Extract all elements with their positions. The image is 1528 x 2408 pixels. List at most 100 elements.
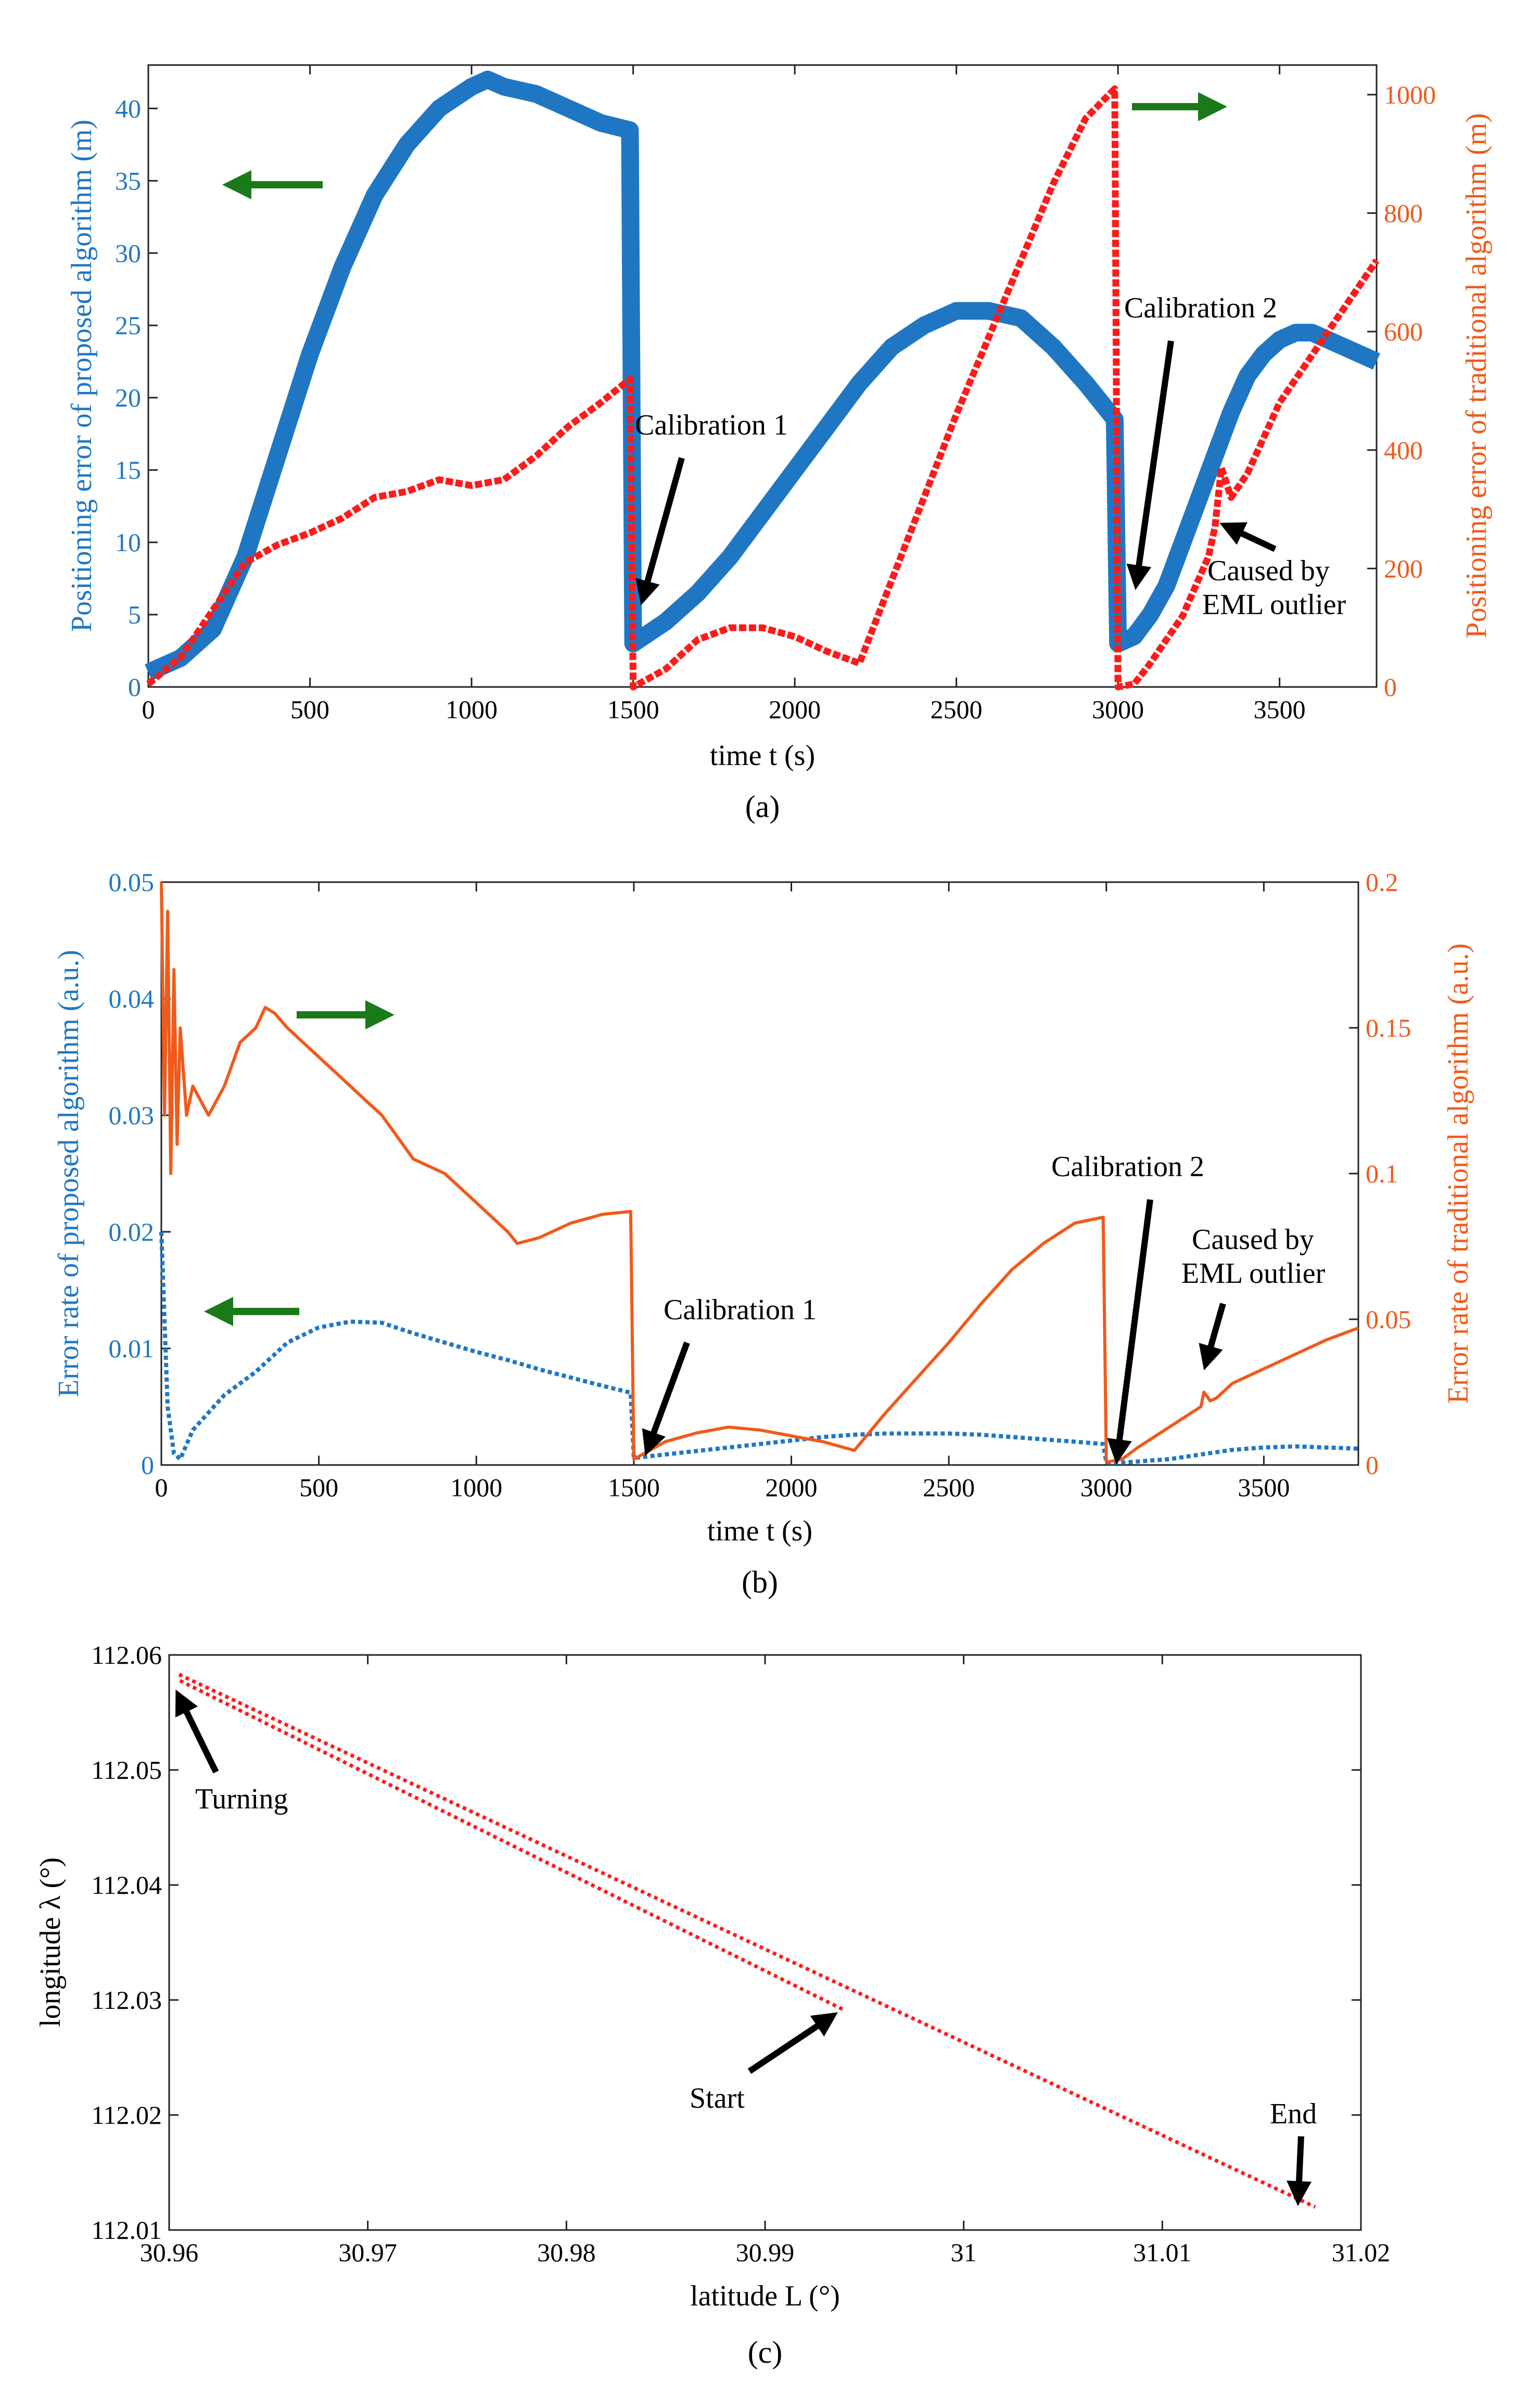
outlier-label-line2-b: EML outlier (1181, 1257, 1326, 1290)
caption-c: (c) (748, 2335, 783, 2369)
y-tick-label: 112.05 (91, 1755, 162, 1785)
panel-a: 0 500 1000 1500 2000 2500 3000 3500 05101520253… (66, 64, 1493, 824)
x-tick-label: 0 (142, 695, 155, 724)
y-tick-label: 112.03 (91, 1985, 162, 2015)
y-tick-label: 0.05 (1366, 1305, 1411, 1334)
end-label-c: End (1270, 2098, 1317, 2130)
turning-label-c: Turning (195, 1783, 288, 1815)
caption-b: (b) (742, 1565, 778, 1599)
y-tick-label: 400 (1384, 436, 1423, 465)
x-tick-label: 31.01 (1133, 2238, 1192, 2267)
left-ticks-a: 0 5 10 15 20 25 30 35 40 (115, 94, 158, 702)
y-tick-label: 112.04 (91, 1870, 162, 1900)
x-tick-label: 2000 (769, 695, 821, 724)
y-tick-label: 0 (128, 672, 141, 702)
x-tick-label: 30.97 (338, 2238, 397, 2267)
y-tick-label: 30 (115, 238, 141, 267)
traditional-error-line-a (146, 85, 1380, 691)
x-tick-label: 1000 (450, 1473, 502, 1502)
y-tick-label: 800 (1384, 199, 1423, 228)
x-axis-label-a: time t (s) (710, 740, 815, 772)
y-tick-label: 15 (115, 455, 141, 485)
y-tick-label: 0.04 (109, 984, 155, 1013)
x-tick-label: 2500 (923, 1473, 975, 1502)
start-arrow-c (747, 2012, 838, 2074)
y-axis-right-label-a: Positioning error of traditional algorit… (1460, 113, 1493, 638)
x-tick-label: 30.99 (736, 2238, 795, 2267)
outlier-label-line1-a: Caused by (1207, 555, 1330, 587)
y-tick-label: 25 (115, 311, 141, 340)
x-tick-label: 1000 (445, 695, 498, 724)
series-b (159, 882, 1359, 1465)
y-tick-label: 0.05 (109, 868, 155, 897)
x-tick-label: 3500 (1238, 1473, 1290, 1502)
y-tick-label: 0.2 (1366, 868, 1398, 897)
y-axis-left-label-a: Positioning error of proposed algorithm … (66, 120, 98, 632)
series-c (178, 1673, 1316, 2209)
outlier-label-line2-a: EML outlier (1202, 589, 1346, 621)
panel-b: 0 500 1000 1500 2000 2500 3000 3500 0 0.01 0.02 0.… (53, 868, 1474, 1599)
y-tick-label: 200 (1384, 554, 1423, 583)
turning-arrow-c (175, 1689, 219, 1774)
y-tick-label: 0 (1384, 672, 1397, 702)
y-tick-label: 0.1 (1366, 1159, 1398, 1188)
proposed-error-line-a (145, 70, 1380, 681)
proposed-rate-line-b (159, 1231, 1359, 1465)
calibration-1-label-a: Calibration 1 (635, 409, 788, 441)
y-tick-label: 5 (128, 600, 141, 629)
calibration-1-label-b: Calibration 1 (664, 1294, 817, 1326)
x-tick-label: 3000 (1092, 695, 1144, 724)
plot-frame-a (147, 64, 1378, 688)
x-axis-label-b: time t (s) (707, 1515, 812, 1547)
y-axis-label-c: longitude λ (°) (34, 1857, 67, 2027)
x-tick-label: 500 (290, 695, 329, 724)
x-tick-label: 30.98 (537, 2238, 596, 2267)
outlier-arrow-b (1199, 1303, 1226, 1371)
calibration-2-label-a: Calibration 2 (1124, 292, 1277, 324)
y-tick-label: 40 (115, 94, 141, 123)
y-axis-left-label-b: Error rate of proposed algorithm (a.u.) (53, 950, 85, 1397)
right-ticks-b: 0 0.05 0.1 0.15 0.2 (1349, 868, 1411, 1480)
x-tick-label: 1500 (607, 695, 659, 724)
caption-a: (a) (745, 789, 780, 824)
y-tick-label: 20 (115, 383, 141, 412)
y-tick-label: 112.01 (91, 2215, 162, 2245)
end-arrow-c (1287, 2136, 1312, 2206)
y-tick-label: 0.02 (109, 1217, 155, 1246)
y-tick-label: 0.15 (1366, 1013, 1411, 1042)
right-ticks-a: 0 200 400 600 800 1000 (1367, 80, 1436, 702)
y-tick-label: 10 (115, 528, 141, 557)
calibration-2-arrow-b (1107, 1199, 1153, 1464)
series-a (145, 70, 1380, 691)
x-tick-label: 2500 (931, 695, 983, 724)
x-ticks-a: 0 500 1000 1500 2000 2500 3000 3500 (142, 65, 1306, 724)
y-axis-right-label-b: Error rate of traditional algorithm (a.u… (1442, 944, 1474, 1404)
outlier-arrow-a (1219, 522, 1277, 552)
calibration-2-arrow-a (1126, 340, 1174, 590)
x-tick-label: 3500 (1254, 695, 1306, 724)
traditional-rate-line-b (160, 882, 1359, 1464)
track-line-outbound (178, 1678, 844, 2011)
x-ticks-c: 30.96 30.97 30.98 30.99 31 31.01 31.02 (140, 1655, 1391, 2267)
x-tick-label: 500 (299, 1473, 338, 1502)
y-tick-label: 35 (115, 166, 141, 195)
x-tick-label: 0 (155, 1473, 168, 1502)
start-label-c: Start (690, 2082, 745, 2114)
y-tick-label: 600 (1384, 317, 1423, 346)
x-tick-label: 1500 (608, 1473, 660, 1502)
x-tick-label: 30.96 (140, 2238, 199, 2267)
y-tick-label: 112.06 (91, 1640, 162, 1670)
y-ticks-c: 112.01 112.02 112.03 112.04 112.05 112.06 (91, 1640, 1361, 2245)
calibration-2-label-b: Calibration 2 (1051, 1151, 1204, 1183)
x-axis-label-c: latitude L (°) (690, 2280, 840, 2312)
x-ticks-b: 0 500 1000 1500 2000 2500 3000 3500 (155, 882, 1290, 1502)
x-tick-label: 31.02 (1332, 2238, 1391, 2267)
plot-frame-c (168, 1654, 1362, 2231)
track-line-return (178, 1673, 1316, 2209)
panel-c: 30.96 30.97 30.98 30.99 31 31.01 31.02 112.01 1… (34, 1640, 1390, 2369)
y-tick-label: 0 (141, 1450, 154, 1480)
calibration-1-arrow-a (635, 457, 685, 606)
left-ticks-b: 0 0.01 0.02 0.03 0.04 0.05 (109, 868, 171, 1480)
x-tick-label: 31 (951, 2238, 977, 2267)
